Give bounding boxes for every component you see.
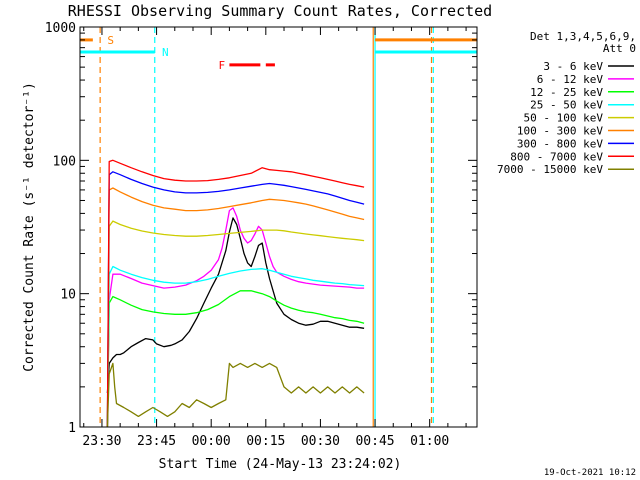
x-tick-label: 00:15 [246,434,285,449]
series-line [106,159,365,428]
plot-frame [79,26,478,428]
legend-entry-label: 300 - 800 keV [517,137,603,150]
footer-timestamp: 19-Oct-2021 10:12 [544,468,636,478]
x-tick-label: 01:00 [410,434,449,449]
y-tick-label: 10 [60,288,76,303]
legend-entry-label: 3 - 6 keV [543,60,603,73]
series-line [106,187,365,428]
series-line [106,290,365,428]
x-tick-label: 00:45 [355,434,394,449]
legend-entry-label: 6 - 12 keV [537,73,604,86]
legend-entry-label: 100 - 300 keV [517,125,603,138]
y-axis-label: Corrected Count Rate (s⁻¹ detector⁻¹) [22,82,37,372]
series-line [106,217,365,394]
x-axis-label: Start Time (24-May-13 23:24:02) [159,457,402,472]
y-tick-label: 1 [68,421,76,436]
legend-header: Det 1,3,4,5,6,9, [530,30,636,43]
series-line [106,171,365,428]
legend-entry-label: 7000 - 15000 keV [497,163,603,176]
x-tick-label: 23:30 [82,434,121,449]
x-tick-label: 23:45 [137,434,176,449]
chart-title: RHESSI Observing Summary Count Rates, Co… [68,2,492,20]
series-line [106,207,365,428]
legend-entry-label: 50 - 100 keV [524,112,604,125]
x-tick-label: 00:00 [192,434,231,449]
series-line [106,265,365,428]
legend-entry-label: 800 - 7000 keV [510,150,603,163]
annotation-label: N [162,46,169,59]
legend-entry-label: 25 - 50 keV [530,99,603,112]
legend-entry-label: 12 - 25 keV [530,86,603,99]
y-tick-label: 100 [53,154,76,169]
x-tick-label: 00:30 [301,434,340,449]
annotation-label: S [107,34,114,47]
data-layer: S N F [80,27,477,428]
legend-header: Att 0 [603,42,636,55]
annotation-label: F [218,59,225,72]
axes-layer: 23:30 23:45 00:00 00:15 00:30 00:45 01:00 1 10 10… [45,21,477,449]
y-tick-label: 1000 [45,21,76,36]
series-line [106,362,365,428]
series-line [106,220,365,428]
